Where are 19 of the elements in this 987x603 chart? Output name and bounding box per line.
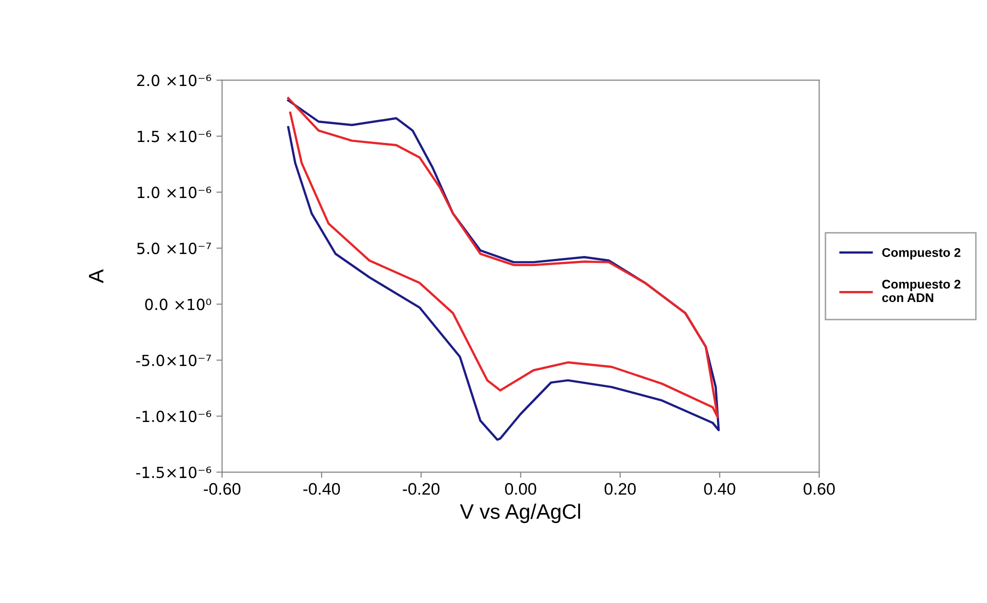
x-tick-label: 0.00	[505, 483, 536, 495]
y-tick-label: 2.0 ×10⁻⁶	[137, 74, 212, 86]
x-tick-label: 0.20	[604, 483, 636, 495]
y-tick-label: 1.5 ×10⁻⁶	[138, 130, 212, 142]
y-tick-label: -1.5×10⁻⁶	[136, 466, 212, 478]
y-tick-label: 0.0 ×10⁰	[145, 298, 212, 310]
x-axis-title: V vs Ag/AgCl	[460, 504, 580, 524]
x-tick-label: -0.40	[303, 483, 340, 495]
y-axis-title: A	[88, 269, 104, 284]
y-tick-label: -5.0×10⁻⁷	[136, 354, 211, 366]
x-tick-label: 0.60	[804, 483, 835, 495]
x-tick-label: -0.60	[204, 483, 240, 495]
y-tick-label: 5.0 ×10⁻⁷	[137, 242, 211, 254]
legend-label: Compuesto 2 con ADN	[882, 280, 960, 302]
legend-label: Compuesto 2	[882, 248, 960, 260]
y-tick-label: -1.0×10⁻⁶	[136, 410, 212, 422]
y-tick-label: 1.0 ×10⁻⁶	[138, 186, 212, 198]
x-tick-label: -0.20	[402, 483, 440, 495]
x-tick-label: 0.40	[704, 483, 736, 495]
